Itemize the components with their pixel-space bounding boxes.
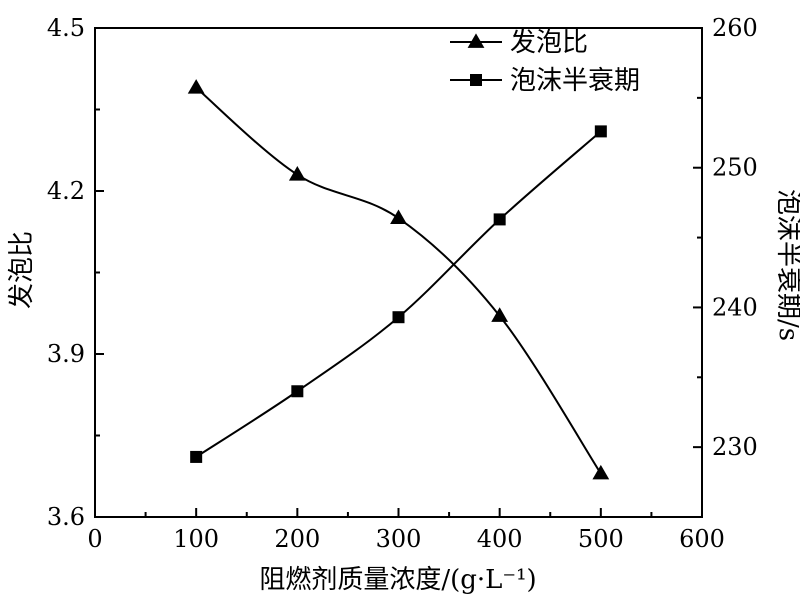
legend-label: 发泡比: [510, 28, 588, 58]
data-point-square: [190, 450, 203, 463]
series-line-2: [195, 130, 602, 458]
ticks-group: 0 100 200 300 400 500 600 3.6 3.9 4.2 4.5 230 240 250…: [47, 14, 758, 553]
data-point-square: [594, 125, 607, 138]
y-axis-left-title: 发泡比: [7, 231, 37, 309]
data-point-square: [291, 385, 304, 398]
x-tick-label: 600: [679, 525, 725, 553]
data-point-triangle: [592, 464, 610, 480]
y-axis-right-title: 泡沫半衰期/s: [773, 189, 800, 341]
y-left-tick-label: 4.5: [47, 14, 85, 42]
y-left-tick-label: 4.2: [47, 177, 85, 205]
data-point-square: [392, 311, 405, 324]
x-tick-label: 0: [87, 525, 102, 553]
data-point-square: [493, 213, 506, 226]
legend-label: 泡沫半衰期: [510, 66, 640, 96]
x-tick-label: 200: [274, 525, 320, 553]
series-group: [187, 79, 610, 480]
legend-marker-triangle: [467, 33, 485, 48]
x-tick-label: 500: [578, 525, 624, 553]
y-left-tick-label: 3.9: [47, 340, 85, 368]
data-point-triangle: [187, 79, 205, 94]
axes-group: [94, 27, 703, 518]
y-right-tick-label: 260: [712, 14, 758, 42]
x-tick-label: 300: [376, 525, 422, 553]
y-left-tick-label: 3.6: [47, 503, 85, 531]
x-axis-title: 阻燃剂质量浓度/(g·L⁻¹): [259, 565, 536, 595]
data-point-triangle: [491, 307, 509, 322]
plot-frame: [94, 27, 703, 518]
data-point-triangle: [288, 166, 306, 181]
y-right-tick-label: 250: [712, 154, 758, 182]
y-right-tick-label: 230: [712, 433, 758, 461]
x-tick-label: 400: [477, 525, 523, 553]
x-tick-label: 100: [173, 525, 219, 553]
series-line-1: [195, 87, 602, 475]
legend-marker-square: [470, 74, 482, 86]
data-point-triangle: [390, 209, 407, 225]
y-right-tick-label: 240: [712, 293, 758, 321]
